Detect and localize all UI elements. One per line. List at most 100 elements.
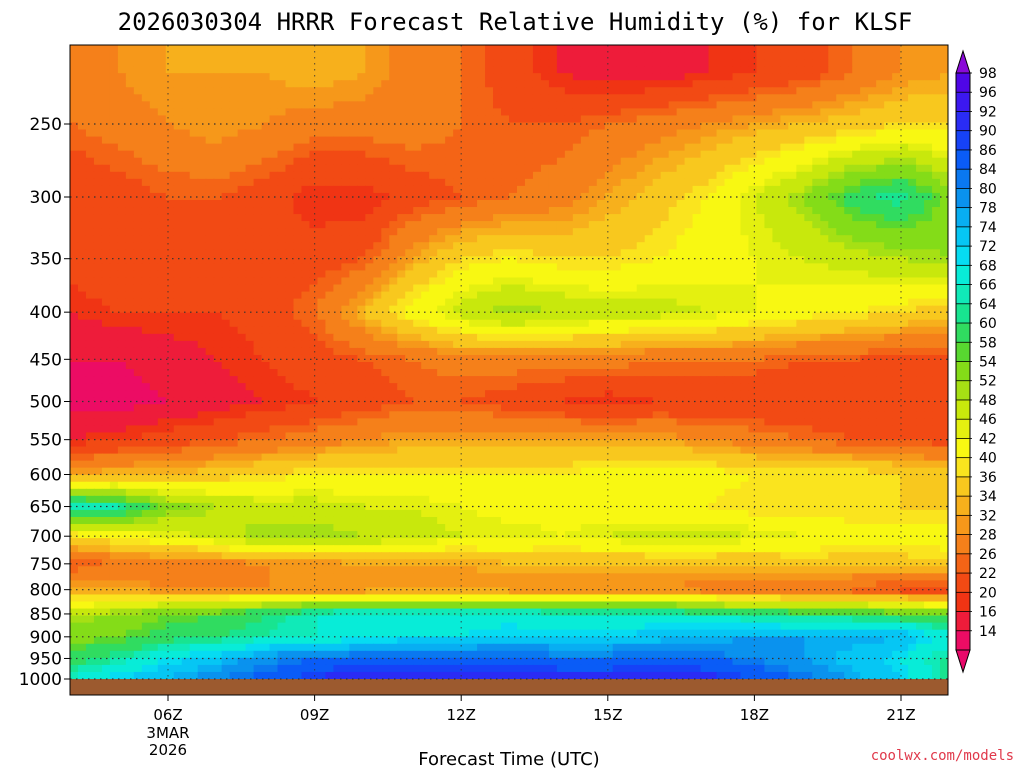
- heatmap-cell: [493, 94, 502, 102]
- heatmap-cell: [253, 207, 263, 215]
- heatmap-cell: [413, 214, 422, 222]
- heatmap-cell: [932, 129, 941, 138]
- heatmap-cell: [461, 178, 470, 187]
- heatmap-cell: [524, 270, 534, 279]
- heatmap-cell: [764, 157, 773, 166]
- heatmap-cell: [660, 221, 670, 229]
- heatmap-cell: [732, 45, 742, 53]
- heatmap-cell: [684, 157, 694, 166]
- heatmap-cell: [461, 242, 470, 250]
- heatmap-cell: [301, 199, 311, 208]
- heatmap-cell: [916, 66, 925, 74]
- heatmap-cell: [421, 59, 430, 67]
- heatmap-cell: [580, 52, 590, 60]
- heatmap-cell: [125, 319, 135, 328]
- heatmap-cell: [189, 214, 199, 222]
- heatmap-cell: [580, 115, 590, 124]
- heatmap-cell: [173, 199, 183, 208]
- heatmap-cell: [397, 312, 406, 321]
- heatmap-cell: [660, 185, 670, 194]
- heatmap-cell: [556, 270, 566, 279]
- heatmap-cell: [532, 157, 542, 166]
- heatmap-cell: [828, 136, 837, 145]
- heatmap-cell: [85, 129, 95, 138]
- heatmap-cell: [141, 207, 151, 215]
- heatmap-cell: [684, 94, 694, 102]
- heatmap-cell: [285, 333, 295, 342]
- heatmap-cell: [556, 143, 566, 152]
- heatmap-cell: [141, 333, 151, 342]
- heatmap-cell: [477, 284, 486, 293]
- heatmap-cell: [652, 157, 662, 166]
- heatmap-cell: [548, 171, 558, 180]
- heatmap-cell: [564, 136, 574, 145]
- heatmap-cell: [309, 199, 319, 208]
- heatmap-cell: [221, 235, 231, 243]
- heatmap-cell: [924, 115, 933, 124]
- heatmap-cell: [916, 94, 925, 102]
- heatmap-cell: [261, 108, 271, 117]
- heatmap-cell: [229, 347, 239, 356]
- heatmap-cell: [708, 256, 718, 264]
- heatmap-cell: [844, 171, 853, 180]
- heatmap-cell: [109, 235, 119, 243]
- heatmap-cell: [213, 291, 223, 300]
- heatmap-cell: [788, 263, 797, 272]
- heatmap-cell: [628, 94, 638, 102]
- heatmap-cell: [652, 52, 662, 60]
- heatmap-cell: [413, 150, 422, 159]
- heatmap-cell: [373, 326, 382, 335]
- heatmap-cell: [181, 347, 191, 356]
- heatmap-cell: [381, 270, 390, 279]
- heatmap-cell: [493, 52, 502, 60]
- heatmap-cell: [373, 66, 382, 74]
- heatmap-cell: [509, 298, 518, 307]
- heatmap-cell: [564, 249, 574, 257]
- heatmap-cell: [325, 333, 334, 342]
- heatmap-cell: [421, 305, 430, 314]
- heatmap-cell: [564, 256, 574, 264]
- heatmap-cell: [636, 263, 646, 272]
- heatmap-cell: [421, 101, 430, 109]
- heatmap-cell: [493, 129, 502, 138]
- heatmap-cell: [501, 284, 510, 293]
- heatmap-cell: [149, 362, 159, 370]
- heatmap-cell: [748, 192, 758, 201]
- heatmap-cell: [796, 340, 805, 349]
- heatmap-cell: [429, 284, 438, 293]
- heatmap-cell: [852, 312, 861, 321]
- heatmap-cell: [333, 52, 342, 60]
- heatmap-cell: [405, 45, 414, 53]
- heatmap-cell: [596, 66, 606, 74]
- heatmap-cell: [884, 178, 893, 187]
- heatmap-cell: [509, 157, 518, 166]
- heatmap-cell: [684, 122, 694, 131]
- heatmap-cell: [844, 157, 853, 166]
- heatmap-cell: [772, 277, 781, 286]
- heatmap-cell: [237, 340, 247, 349]
- heatmap-cell: [413, 354, 422, 363]
- heatmap-cell: [117, 136, 127, 145]
- heatmap-cell: [413, 347, 422, 356]
- heatmap-cell: [572, 66, 582, 74]
- heatmap-cell: [405, 228, 414, 236]
- heatmap-cell: [796, 207, 805, 215]
- heatmap-cell: [532, 66, 542, 74]
- heatmap-cell: [900, 333, 909, 342]
- heatmap-cell: [365, 319, 374, 328]
- heatmap-cell: [604, 73, 614, 81]
- heatmap-cell: [804, 185, 813, 194]
- heatmap-cell: [940, 312, 948, 321]
- heatmap-cell: [213, 333, 223, 342]
- heatmap-cell: [357, 228, 366, 236]
- heatmap-cell: [253, 277, 263, 286]
- heatmap-cell: [365, 150, 374, 159]
- heatmap-cell: [660, 284, 670, 293]
- heatmap-cell: [437, 207, 446, 215]
- heatmap-cell: [501, 199, 510, 208]
- heatmap-cell: [125, 171, 135, 180]
- heatmap-cell: [660, 129, 670, 138]
- heatmap-cell: [277, 326, 287, 335]
- heatmap-cell: [357, 143, 366, 152]
- heatmap-cell: [532, 249, 542, 257]
